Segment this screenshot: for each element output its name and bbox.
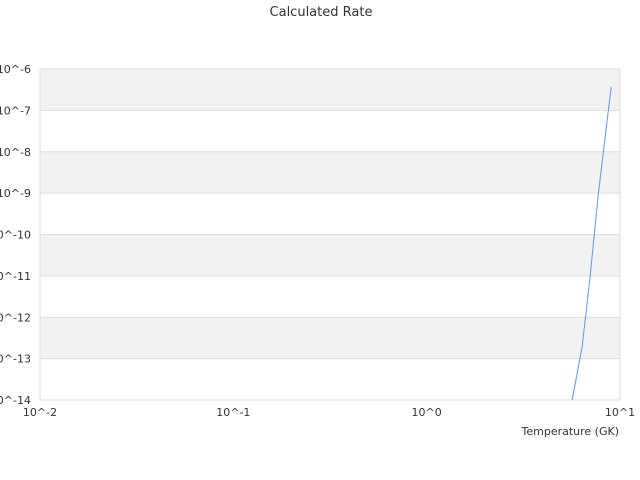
x-tick-label: 10^-1: [216, 406, 250, 419]
x-tick-label: 10^1: [605, 406, 635, 419]
x-tick-label: 10^-2: [23, 406, 57, 419]
grid-band: [40, 234, 620, 276]
series-line: [571, 86, 612, 401]
y-tick-label: 10^-8: [0, 146, 31, 159]
y-tick-label: 10^-7: [0, 104, 31, 117]
y-tick-label: 10^-12: [0, 311, 31, 324]
x-tick-label: 10^0: [412, 406, 442, 419]
grid-band: [40, 151, 620, 194]
y-tick-label: 10^-14: [0, 394, 31, 407]
chart-title: Calculated Rate: [270, 5, 373, 20]
y-tick-label: 10^-9: [0, 187, 31, 200]
y-tick-label: 10^-6: [0, 63, 31, 76]
y-tick-label: 10^-13: [0, 353, 31, 366]
y-tick-label: 10^-10: [0, 229, 31, 242]
x-axis-label: Temperature (GK): [521, 425, 620, 438]
y-tick-label: 10^-11: [0, 270, 31, 283]
grid-band: [40, 69, 620, 111]
grid-band: [40, 317, 620, 359]
